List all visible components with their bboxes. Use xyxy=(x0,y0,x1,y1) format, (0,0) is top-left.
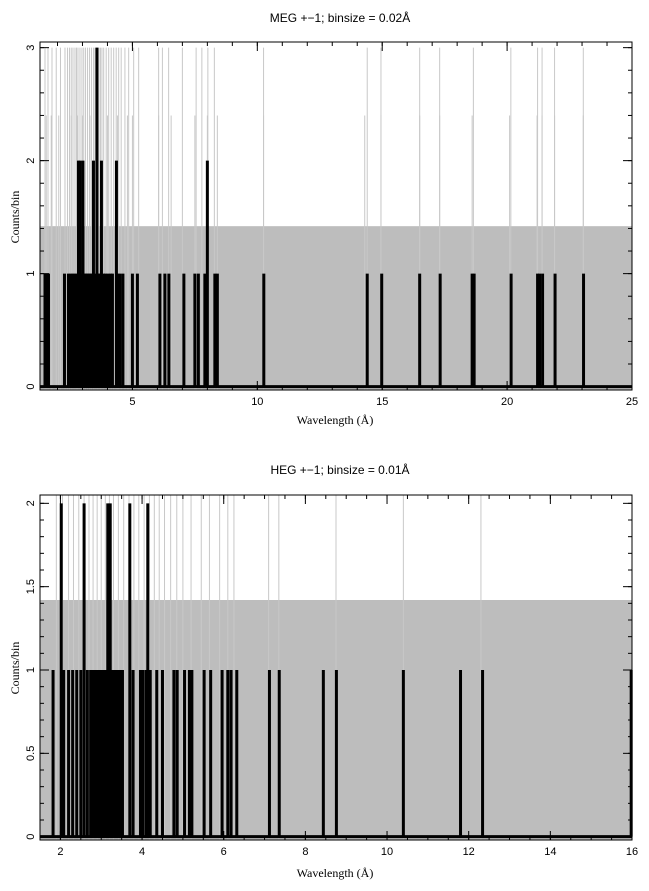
heg-x-tick-label: 4 xyxy=(139,846,145,858)
meg-x-tick-label: 10 xyxy=(251,396,263,408)
meg-x-axis-label: Wavelength (Å) xyxy=(297,413,374,427)
meg-y-tick-label: 3 xyxy=(25,45,37,51)
heg-x-tick-label: 8 xyxy=(302,846,308,858)
meg-plot-frame xyxy=(39,41,633,391)
heg-y-tick-label: 0.5 xyxy=(25,746,37,761)
meg-x-tick-label: 5 xyxy=(129,396,135,408)
heg-plot-frame xyxy=(39,494,633,841)
heg-x-tick-label: 14 xyxy=(544,846,556,858)
heg-x-tick-label: 16 xyxy=(626,846,638,858)
meg-spectrum-panel: MEG +−1; binsize = 0.02Å Counts/bin Wave… xyxy=(8,10,638,427)
meg-y-tick-label: 1 xyxy=(25,271,37,277)
heg-x-tick-label: 12 xyxy=(463,846,475,858)
heg-y-tick-label: 0 xyxy=(25,834,37,840)
heg-y-tick-label: 1 xyxy=(25,667,37,673)
meg-x-tick-label: 15 xyxy=(376,396,388,408)
heg-x-tick-label: 6 xyxy=(221,846,227,858)
heg-y-tick-label: 2 xyxy=(25,500,37,506)
heg-spectrum-panel: HEG +−1; binsize = 0.01Å Counts/bin Wave… xyxy=(8,462,638,880)
meg-x-tick-label: 25 xyxy=(626,396,638,408)
meg-y-tick-label: 2 xyxy=(25,158,37,164)
heg-y-tick-label: 1.5 xyxy=(25,579,37,594)
heg-y-axis-label: Counts/bin xyxy=(8,642,22,695)
meg-y-tick-label: 0 xyxy=(25,384,37,390)
meg-x-tick-label: 20 xyxy=(501,396,513,408)
heg-x-tick-label: 10 xyxy=(381,846,393,858)
meg-chart-title: MEG +−1; binsize = 0.02Å xyxy=(270,10,410,25)
heg-chart-title: HEG +−1; binsize = 0.01Å xyxy=(270,462,409,477)
heg-x-axis-label: Wavelength (Å) xyxy=(297,866,374,880)
heg-x-tick-label: 2 xyxy=(57,846,63,858)
meg-y-axis-label: Counts/bin xyxy=(8,191,22,244)
